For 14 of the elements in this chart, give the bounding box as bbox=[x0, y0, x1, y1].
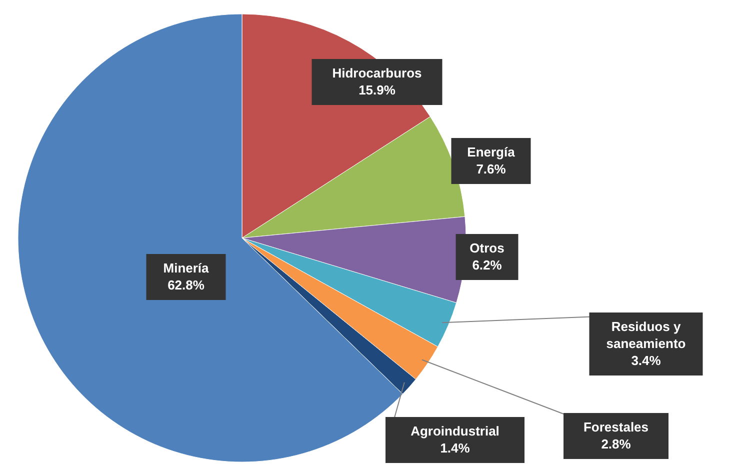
data-label: 7.6% bbox=[476, 162, 506, 176]
data-label: 2.8% bbox=[601, 436, 632, 452]
slice-label: Forestales bbox=[583, 420, 649, 434]
data-label: 3.4% bbox=[631, 353, 662, 368]
slice-label: Otros bbox=[470, 240, 504, 256]
slice-label: Agroindustrial bbox=[410, 424, 500, 438]
slice-label: Minería bbox=[163, 260, 210, 276]
slice-label: Energía bbox=[467, 144, 516, 160]
data-label: 6.2% bbox=[472, 258, 502, 272]
data-label: 1.4% bbox=[440, 440, 470, 456]
slice-label: Residuos y saneamiento bbox=[606, 319, 686, 351]
data-label: 15.9% bbox=[358, 82, 396, 98]
data-label: 62.8% bbox=[168, 278, 205, 292]
slice-label: Hidrocarburos bbox=[332, 66, 422, 80]
